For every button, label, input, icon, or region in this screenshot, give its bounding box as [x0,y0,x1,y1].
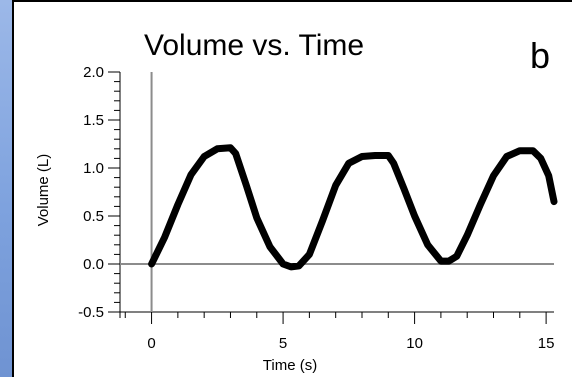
x-tick-label: 0 [147,335,155,352]
y-tick-label: 0.5 [83,208,104,225]
x-tick-label: 15 [538,335,555,352]
x-tick-label: 5 [279,335,287,352]
y-tick-label: -0.5 [78,304,104,321]
y-tick-label: 2.0 [83,64,104,81]
y-tick-label: 0.0 [83,256,104,273]
y-tick-label: 1.0 [83,160,104,177]
x-tick-label: 10 [406,335,423,352]
chart-title: Volume vs. Time [144,29,364,62]
x-axis-title: Time (s) [263,357,317,374]
chart-panel [12,0,572,377]
y-tick-label: 1.5 [83,112,104,129]
panel-label: b [530,35,550,76]
slide-edge-strip [0,0,12,377]
y-axis-title: Volume (L) [35,154,52,227]
volume-series-line [148,144,558,271]
